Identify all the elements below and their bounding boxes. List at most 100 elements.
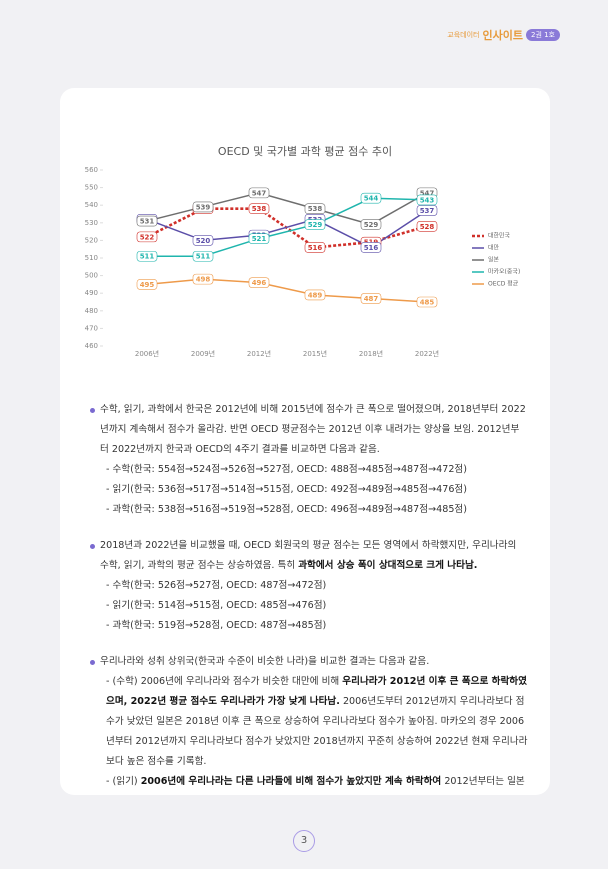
data-label: 531: [140, 218, 155, 226]
sub-item: - 수학(한국: 554점→524점→526점→527점, OECD: 488점…: [100, 460, 528, 480]
data-label: 498: [196, 276, 211, 284]
text-span: - 수학(한국: 554점→524점→526점→527점, OECD: 488점…: [106, 464, 467, 475]
y-tick-label: 490: [85, 289, 98, 297]
sub-item: - 읽기(한국: 536점→517점→514점→515점, OECD: 492점…: [100, 480, 528, 500]
data-label: 538: [252, 205, 267, 213]
series-line: [146, 192, 428, 226]
legend-label: 대한민국: [488, 232, 511, 240]
card: OECD 및 국가별 과학 평균 점수 추이 460 470 480 490 500 51…: [60, 88, 550, 795]
label-box: [416, 205, 438, 216]
series-name: 교육데이터: [447, 31, 480, 39]
chart-title: OECD 및 국가별 과학 평균 점수 추이: [218, 145, 392, 158]
label-box: [192, 273, 214, 285]
legend-label: 대만: [488, 244, 500, 252]
label-box: [360, 242, 382, 253]
label-box: [304, 289, 326, 301]
x-tick-label: 2015년: [303, 349, 327, 358]
data-label: 529: [308, 221, 323, 229]
x-tick-label: 2018년: [359, 349, 383, 358]
data-label: 511: [196, 253, 211, 261]
data-label: 495: [140, 281, 155, 289]
bullet-text: 2018년과 2022년을 비교했을 때, OECD 회원국의 평균 점수는 모…: [100, 536, 528, 576]
sub-item: - 수학(한국: 526점→527점, OECD: 487점→472점): [100, 576, 528, 596]
series-line: [146, 278, 428, 303]
y-tick-label: 530: [85, 219, 98, 227]
label-box: [136, 279, 158, 290]
text-span: - 읽기(한국: 514점→515점, OECD: 485점→476점): [106, 600, 327, 611]
x-tick-label: 2022년: [415, 349, 439, 358]
data-label: 544: [364, 195, 379, 203]
data-label: 537: [420, 207, 435, 215]
text-span: 우리나라와 성취 상위국(한국과 수준이 비슷한 나라)을 비교한 결과는 다음…: [100, 656, 430, 667]
sub-item: - 과학(한국: 538점→516점→519점→528점, OECD: 496점…: [100, 500, 528, 520]
data-label: 520: [196, 237, 211, 245]
bullet-section: 수학, 읽기, 과학에서 한국은 2012년에 비해 2015년에 점수가 큰 …: [90, 400, 528, 520]
text-span: 2012년부터는 일본과 비: [444, 776, 525, 787]
text-span: - (읽기): [106, 776, 141, 787]
data-label: 487: [364, 295, 379, 303]
label-box: [136, 231, 158, 243]
legend-label: 일본: [488, 256, 500, 264]
text-span: - (수학) 2006년에 우리나라와 점수가 비슷한 대만에 비해: [106, 676, 343, 687]
y-tick-label: 540: [85, 201, 98, 209]
bullet-text: 수학, 읽기, 과학에서 한국은 2012년에 비해 2015년에 점수가 큰 …: [100, 400, 528, 460]
bullet-section: 2018년과 2022년을 비교했을 때, OECD 회원국의 평균 점수는 모…: [90, 536, 528, 636]
page-number: 3: [293, 830, 315, 852]
label-box: [136, 215, 158, 227]
bold-text: 과학에서 상승 폭이 상대적으로 크게 나타남.: [298, 560, 478, 571]
x-tick-label: 2009년: [191, 349, 215, 358]
data-label: 496: [252, 279, 267, 287]
label-box: [416, 221, 438, 232]
text-span: - 읽기(한국: 536점→517점→514점→515점, OECD: 492점…: [106, 484, 467, 495]
y-tick-label: 470: [85, 324, 98, 332]
label-box: [304, 203, 326, 215]
data-label: 538: [308, 205, 323, 213]
header-title: 인사이트: [482, 29, 523, 42]
data-label: 489: [308, 291, 323, 299]
header: 교육데이터 인사이트 2권 1호: [447, 27, 560, 43]
y-tick-label: 500: [85, 272, 98, 280]
bold-text: 2006년에 우리나라는 다른 나라들에 비해 점수가 높았지만 계속 하락하여: [140, 776, 442, 787]
bullet-text: 우리나라와 성취 상위국(한국과 수준이 비슷한 나라)을 비교한 결과는 다음…: [100, 652, 528, 672]
text-span: 2006년도부터 2012년까지 우리나라보다 점수가 낮았던 일본은 2018…: [106, 696, 528, 767]
label-box: [248, 233, 270, 244]
sub-item: - 읽기(한국: 514점→515점, OECD: 485점→476점): [100, 596, 528, 616]
series-line: [146, 207, 428, 249]
data-label: 539: [196, 203, 211, 211]
label-box: [192, 201, 214, 213]
data-label: 521: [252, 235, 267, 243]
label-box: [192, 250, 214, 262]
label-box: [360, 219, 382, 230]
text-span: - 과학(한국: 538점→516점→519점→528점, OECD: 496점…: [106, 504, 467, 515]
data-label: 516: [308, 244, 323, 252]
chart: OECD 및 국가별 과학 평균 점수 추이 460 470 480 490 500 51…: [85, 145, 521, 358]
text-span: - 수학(한국: 526점→527점, OECD: 487점→472점): [106, 580, 327, 591]
sub-item: - (읽기) 2006년에 우리나라는 다른 나라들에 비해 점수가 높았지만 …: [100, 772, 528, 795]
bold-text: 우리나라가 2012년 이후 큰 폭으로 하락하였으며, 2022년 평균 점수…: [106, 676, 527, 707]
data-label: 547: [420, 189, 435, 197]
sub-item: - 과학(한국: 519점→528점, OECD: 487점→485점): [100, 616, 528, 636]
y-tick-label: 550: [85, 184, 98, 192]
data-label: 485: [420, 299, 435, 307]
data-label: 529: [364, 221, 379, 229]
label-box: [248, 187, 270, 199]
label-box: [248, 203, 270, 215]
bullet-section: 우리나라와 성취 상위국(한국과 수준이 비슷한 나라)을 비교한 결과는 다음…: [90, 652, 528, 795]
label-box: [360, 192, 382, 204]
label-box: [192, 235, 214, 246]
body-text: 수학, 읽기, 과학에서 한국은 2012년에 비해 2015년에 점수가 큰 …: [90, 400, 528, 795]
data-label: 516: [364, 244, 379, 252]
label-box: [416, 296, 438, 308]
label-box: [304, 219, 326, 230]
sub-item: - (수학) 2006년에 우리나라와 점수가 비슷한 대만에 비해 우리나라가…: [100, 672, 528, 772]
x-tick-label: 2006년: [135, 349, 159, 358]
y-tick-label: 560: [85, 166, 98, 174]
legend-label: OECD 평균: [488, 280, 519, 288]
text-span: 2018년과 2022년을 비교했을 때, OECD 회원국의 평균 점수는 모…: [100, 540, 517, 571]
data-label: 511: [140, 253, 155, 261]
x-tick-label: 2012년: [247, 349, 271, 358]
label-box: [304, 242, 326, 253]
data-label: 543: [420, 196, 435, 204]
y-tick-label: 460: [85, 342, 98, 350]
